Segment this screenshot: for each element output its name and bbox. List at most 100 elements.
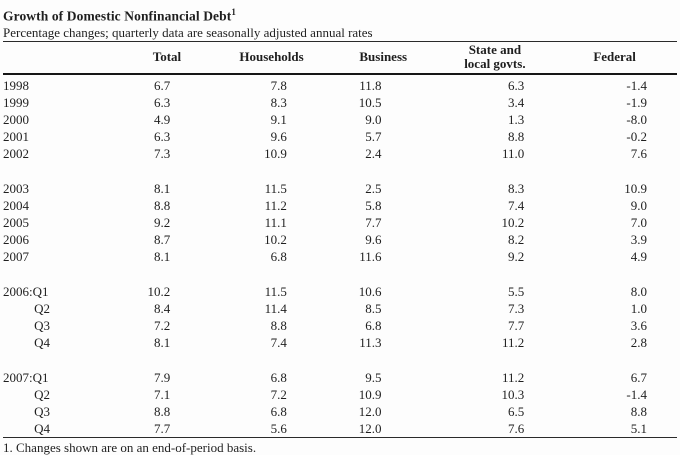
value-cell: 8.2 bbox=[507, 231, 525, 247]
period-cell: 2004 bbox=[3, 197, 120, 214]
period-label: Q3 bbox=[34, 317, 50, 333]
period-cell: 2003 bbox=[3, 180, 120, 197]
value-cell: 7.7 bbox=[153, 420, 171, 436]
value-cell: 7.6 bbox=[507, 420, 525, 436]
value-cell: 6.3 bbox=[153, 128, 171, 144]
value-cell: 12.0 bbox=[358, 403, 382, 419]
value-cell: -8.0 bbox=[626, 111, 647, 127]
value-cell: 8.1 bbox=[153, 180, 171, 196]
table-row: 2001 6.3 9.6 5.7 8.8 -0.2 bbox=[3, 128, 677, 145]
period-label: Q4 bbox=[34, 420, 50, 436]
value-cell: 5.8 bbox=[365, 197, 382, 213]
period-label: 2007:Q1 bbox=[3, 369, 49, 385]
value-cell: 6.7 bbox=[630, 369, 647, 385]
table-row: Q4 8.1 7.4 11.3 11.2 2.8 bbox=[3, 334, 677, 351]
table-header: Total Households Business State and local g… bbox=[3, 41, 677, 74]
table-row: 2000 4.9 9.1 9.0 1.3 -8.0 bbox=[3, 111, 677, 128]
value-cell: 10.6 bbox=[358, 283, 382, 299]
period-label: 2006 bbox=[3, 231, 29, 247]
period-label: 2004 bbox=[3, 197, 29, 213]
value-cell: 7.8 bbox=[270, 77, 287, 93]
period-label: 1998 bbox=[3, 77, 29, 93]
value-cell: 7.0 bbox=[630, 214, 647, 230]
table-row: 2002 7.3 10.9 2.4 11.0 7.6 bbox=[3, 145, 677, 162]
value-cell: 11.6 bbox=[359, 248, 382, 264]
period-label: 2006:Q1 bbox=[3, 283, 49, 299]
value-cell: 8.3 bbox=[270, 94, 287, 110]
value-cell: 9.2 bbox=[507, 248, 525, 264]
value-cell: 11.1 bbox=[264, 214, 287, 230]
value-cell: 3.6 bbox=[630, 317, 647, 333]
value-cell: 2.4 bbox=[365, 145, 382, 161]
value-cell: 11.3 bbox=[359, 334, 382, 350]
value-cell: 7.7 bbox=[507, 317, 525, 333]
value-cell: 6.7 bbox=[153, 77, 171, 93]
value-cell: 9.0 bbox=[630, 197, 647, 213]
value-cell: 5.7 bbox=[365, 128, 382, 144]
table-row: 2007 8.1 6.8 11.6 9.2 4.9 bbox=[3, 248, 677, 265]
page-footnote: 1. Changes shown are on an end-of-period… bbox=[3, 439, 257, 455]
period-label: 2000 bbox=[3, 111, 29, 127]
period-cell: Q2 bbox=[3, 386, 120, 403]
value-cell: 8.8 bbox=[630, 403, 647, 419]
period-cell: 2001 bbox=[3, 128, 120, 145]
period-label: Q2 bbox=[34, 386, 50, 402]
value-cell: -0.2 bbox=[626, 128, 647, 144]
value-cell: 10.3 bbox=[501, 386, 525, 402]
table-row: 2003 8.1 11.5 2.5 8.3 10.9 bbox=[3, 180, 677, 197]
table-row: 2005 9.2 11.1 7.7 10.2 7.0 bbox=[3, 214, 677, 231]
value-cell: 11.2 bbox=[501, 334, 525, 350]
table-body: 1998 6.7 7.8 11.8 6.3 -1.4 1999 6.3 8.3 10.5 3.4 -1… bbox=[3, 74, 677, 438]
period-cell: 2007:Q1 bbox=[3, 369, 120, 386]
value-cell: 10.2 bbox=[147, 283, 171, 299]
value-cell: 10.2 bbox=[501, 214, 525, 230]
value-cell: 1.3 bbox=[507, 111, 525, 127]
value-cell: 7.9 bbox=[153, 369, 171, 385]
table-row: Q3 7.2 8.8 6.8 7.7 3.6 bbox=[3, 317, 677, 334]
period-cell: 2006:Q1 bbox=[3, 283, 120, 300]
period-label: Q4 bbox=[34, 334, 50, 350]
value-cell: 11.5 bbox=[264, 283, 287, 299]
value-cell: 11.4 bbox=[264, 300, 287, 316]
table-row: 2007:Q1 7.9 6.8 9.5 11.2 6.7 bbox=[3, 369, 677, 386]
value-cell: 3.4 bbox=[507, 94, 525, 110]
column-header-business: Business bbox=[359, 49, 408, 64]
value-cell: 8.3 bbox=[507, 180, 525, 196]
value-cell: 3.9 bbox=[630, 231, 647, 247]
value-cell: 9.1 bbox=[270, 111, 287, 127]
value-cell: 10.2 bbox=[264, 231, 287, 247]
value-cell: 6.8 bbox=[270, 248, 287, 264]
period-column-header bbox=[3, 41, 120, 74]
table-row: Q2 8.4 11.4 8.5 7.3 1.0 bbox=[3, 300, 677, 317]
table-row: Q2 7.1 7.2 10.9 10.3 -1.4 bbox=[3, 386, 677, 403]
table-row: 1999 6.3 8.3 10.5 3.4 -1.9 bbox=[3, 94, 677, 111]
debt-growth-table: Total Households Business State and local g… bbox=[3, 40, 677, 438]
value-cell: 4.9 bbox=[153, 111, 171, 127]
value-cell: 9.6 bbox=[365, 231, 382, 247]
value-cell: 4.9 bbox=[630, 248, 647, 264]
value-cell: 8.0 bbox=[630, 283, 647, 299]
value-cell: 6.8 bbox=[365, 317, 382, 333]
period-cell: 2000 bbox=[3, 111, 120, 128]
value-cell: 8.7 bbox=[153, 231, 171, 247]
period-label: 2005 bbox=[3, 214, 29, 230]
value-cell: 5.5 bbox=[507, 283, 525, 299]
value-cell: 9.5 bbox=[365, 369, 382, 385]
value-cell: 7.4 bbox=[507, 197, 525, 213]
page-title-text: Growth of Domestic Nonfinancial Debt bbox=[3, 8, 232, 24]
value-cell: 7.3 bbox=[153, 145, 171, 161]
period-cell: Q2 bbox=[3, 300, 120, 317]
table-row: 2004 8.8 11.2 5.8 7.4 9.0 bbox=[3, 197, 677, 214]
table-row: Q4 7.7 5.6 12.0 7.6 5.1 bbox=[3, 420, 677, 438]
value-cell: 11.2 bbox=[264, 197, 287, 213]
value-cell: 8.1 bbox=[153, 248, 171, 264]
value-cell: 11.8 bbox=[359, 77, 382, 93]
block-spacer-row bbox=[3, 162, 677, 180]
value-cell: 6.8 bbox=[270, 369, 287, 385]
value-cell: 9.6 bbox=[270, 128, 287, 144]
value-cell: 10.9 bbox=[358, 386, 382, 402]
period-cell: 1999 bbox=[3, 94, 120, 111]
period-cell: 2005 bbox=[3, 214, 120, 231]
column-header-federal: Federal bbox=[593, 49, 636, 64]
value-cell: 10.9 bbox=[264, 145, 287, 161]
